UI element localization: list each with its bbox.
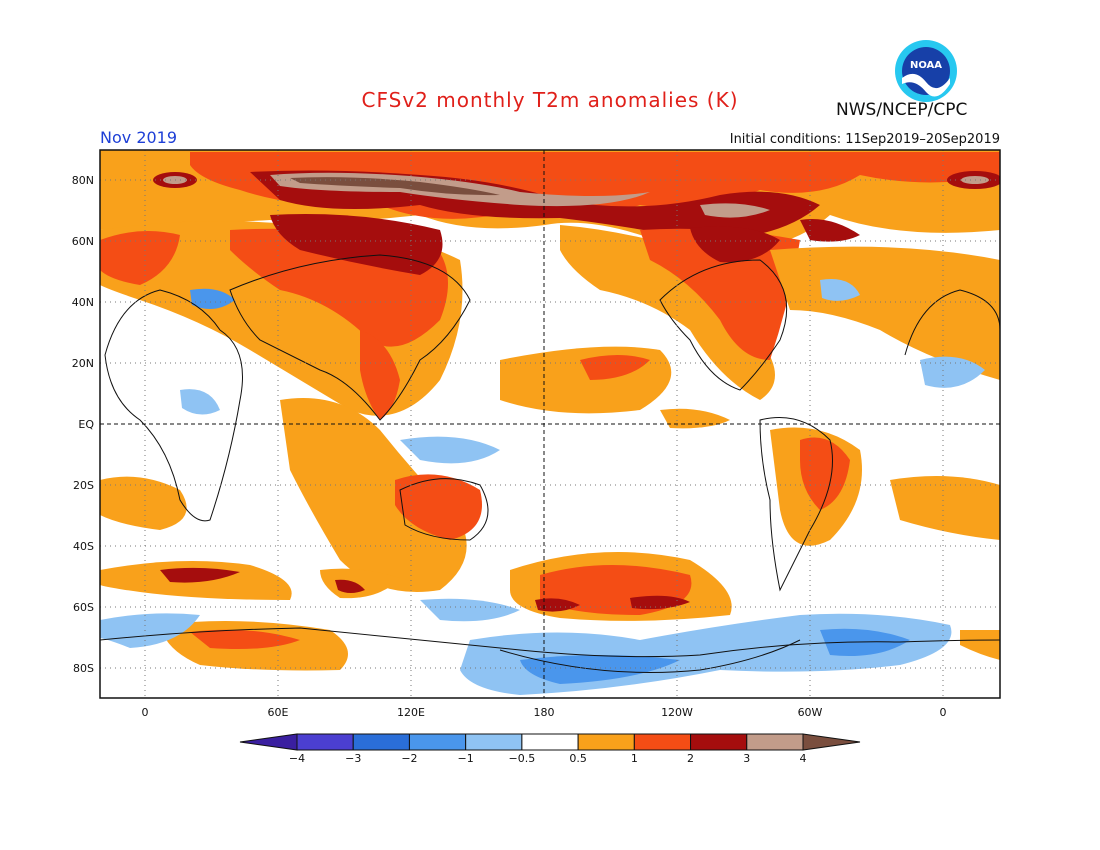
agency-label: NWS/NCEP/CPC: [836, 100, 968, 120]
noaa-logo: NOAA: [893, 38, 959, 104]
colorbar-tick-label: −0.5: [509, 752, 536, 765]
lon-label: 180: [534, 706, 555, 719]
map-frame: [99, 149, 1001, 699]
lat-label: 20N: [72, 357, 94, 370]
colorbar-segment: [352, 733, 410, 751]
lat-label: 60N: [72, 235, 94, 248]
target-month: Nov 2019: [100, 128, 178, 147]
colorbar-segment: [296, 733, 354, 751]
colorbar-segment: [633, 733, 692, 751]
map-title: CFSv2 monthly T2m anomalies (K): [361, 88, 739, 112]
colorbar-segment: [746, 733, 804, 751]
lon-label: 60E: [268, 706, 289, 719]
colorbar-segment: [690, 733, 748, 751]
colorbar: −4 −3 −2 −1 −0.5 0.5 1 2 3 4: [239, 733, 861, 765]
colorbar-high-arrow: [802, 733, 861, 751]
lon-label: 120W: [661, 706, 693, 719]
colorbar-tick-label: 4: [800, 752, 807, 765]
lon-label: 60W: [798, 706, 823, 719]
lat-label: 80S: [73, 662, 94, 675]
colorbar-tick-label: −3: [345, 752, 361, 765]
equator-dateline: [100, 150, 1000, 698]
lat-label: 20S: [73, 479, 94, 492]
colorbar-tick-label: −1: [458, 752, 474, 765]
colorbar-segment: [521, 733, 579, 751]
lon-label: 0: [142, 706, 149, 719]
colorbar-low-arrow: [239, 733, 298, 751]
colorbar-tick-label: −4: [289, 752, 305, 765]
graticule: [100, 150, 1000, 698]
colorbar-tick-label: 0.5: [569, 752, 587, 765]
lat-label: 40S: [73, 540, 94, 553]
noaa-logo-text: NOAA: [910, 60, 942, 71]
colorbar-segment: [408, 733, 467, 751]
coastlines: [100, 254, 1000, 673]
colorbar-tick-label: 2: [687, 752, 694, 765]
lat-axis: 80N 60N 40N 20N EQ 20S 40S 60S 80S: [72, 174, 95, 675]
initial-conditions: Initial conditions: 11Sep2019–20Sep2019: [729, 132, 1000, 147]
lat-label: 80N: [72, 174, 94, 187]
colorbar-segment: [577, 733, 635, 751]
colorbar-tick-label: 1: [631, 752, 638, 765]
colorbar-tick-label: 3: [743, 752, 750, 765]
colorbar-tick-label: −2: [401, 752, 417, 765]
lon-label: 0: [940, 706, 947, 719]
lon-axis: 0 60E 120E 180 120W 60W 0: [142, 706, 947, 719]
lon-label: 120E: [397, 706, 425, 719]
lat-label: EQ: [78, 418, 94, 431]
colorbar-segment: [465, 733, 523, 751]
lat-label: 40N: [72, 296, 94, 309]
lat-label: 60S: [73, 601, 94, 614]
